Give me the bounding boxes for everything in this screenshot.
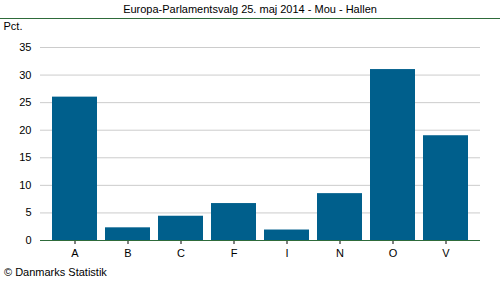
svg-text:N: N bbox=[336, 247, 344, 259]
html-text:© Danmarks Statistik: © Danmarks Statistik bbox=[4, 266, 107, 278]
svg-text:15: 15 bbox=[19, 151, 31, 163]
svg-text:30: 30 bbox=[19, 69, 31, 81]
svg-text:10: 10 bbox=[19, 179, 31, 191]
svg-text:V: V bbox=[442, 247, 450, 259]
svg-text:Pct.: Pct. bbox=[4, 20, 23, 32]
svg-text:I: I bbox=[285, 247, 288, 259]
html-text:Europa-Parlamentsvalg 25. maj: Europa-Parlamentsvalg 25. maj 2014 - Mou… bbox=[123, 3, 377, 15]
svg-text:O: O bbox=[389, 247, 398, 259]
svg-text:5: 5 bbox=[25, 206, 31, 218]
svg-text:F: F bbox=[231, 247, 238, 259]
svg-text:C: C bbox=[177, 247, 185, 259]
svg-text:20: 20 bbox=[19, 124, 31, 136]
svg-text:25: 25 bbox=[19, 96, 31, 108]
svg-text:A: A bbox=[71, 247, 79, 259]
svg-text:0: 0 bbox=[25, 234, 31, 246]
svg-text:B: B bbox=[124, 247, 131, 259]
svg-text:35: 35 bbox=[19, 41, 31, 53]
